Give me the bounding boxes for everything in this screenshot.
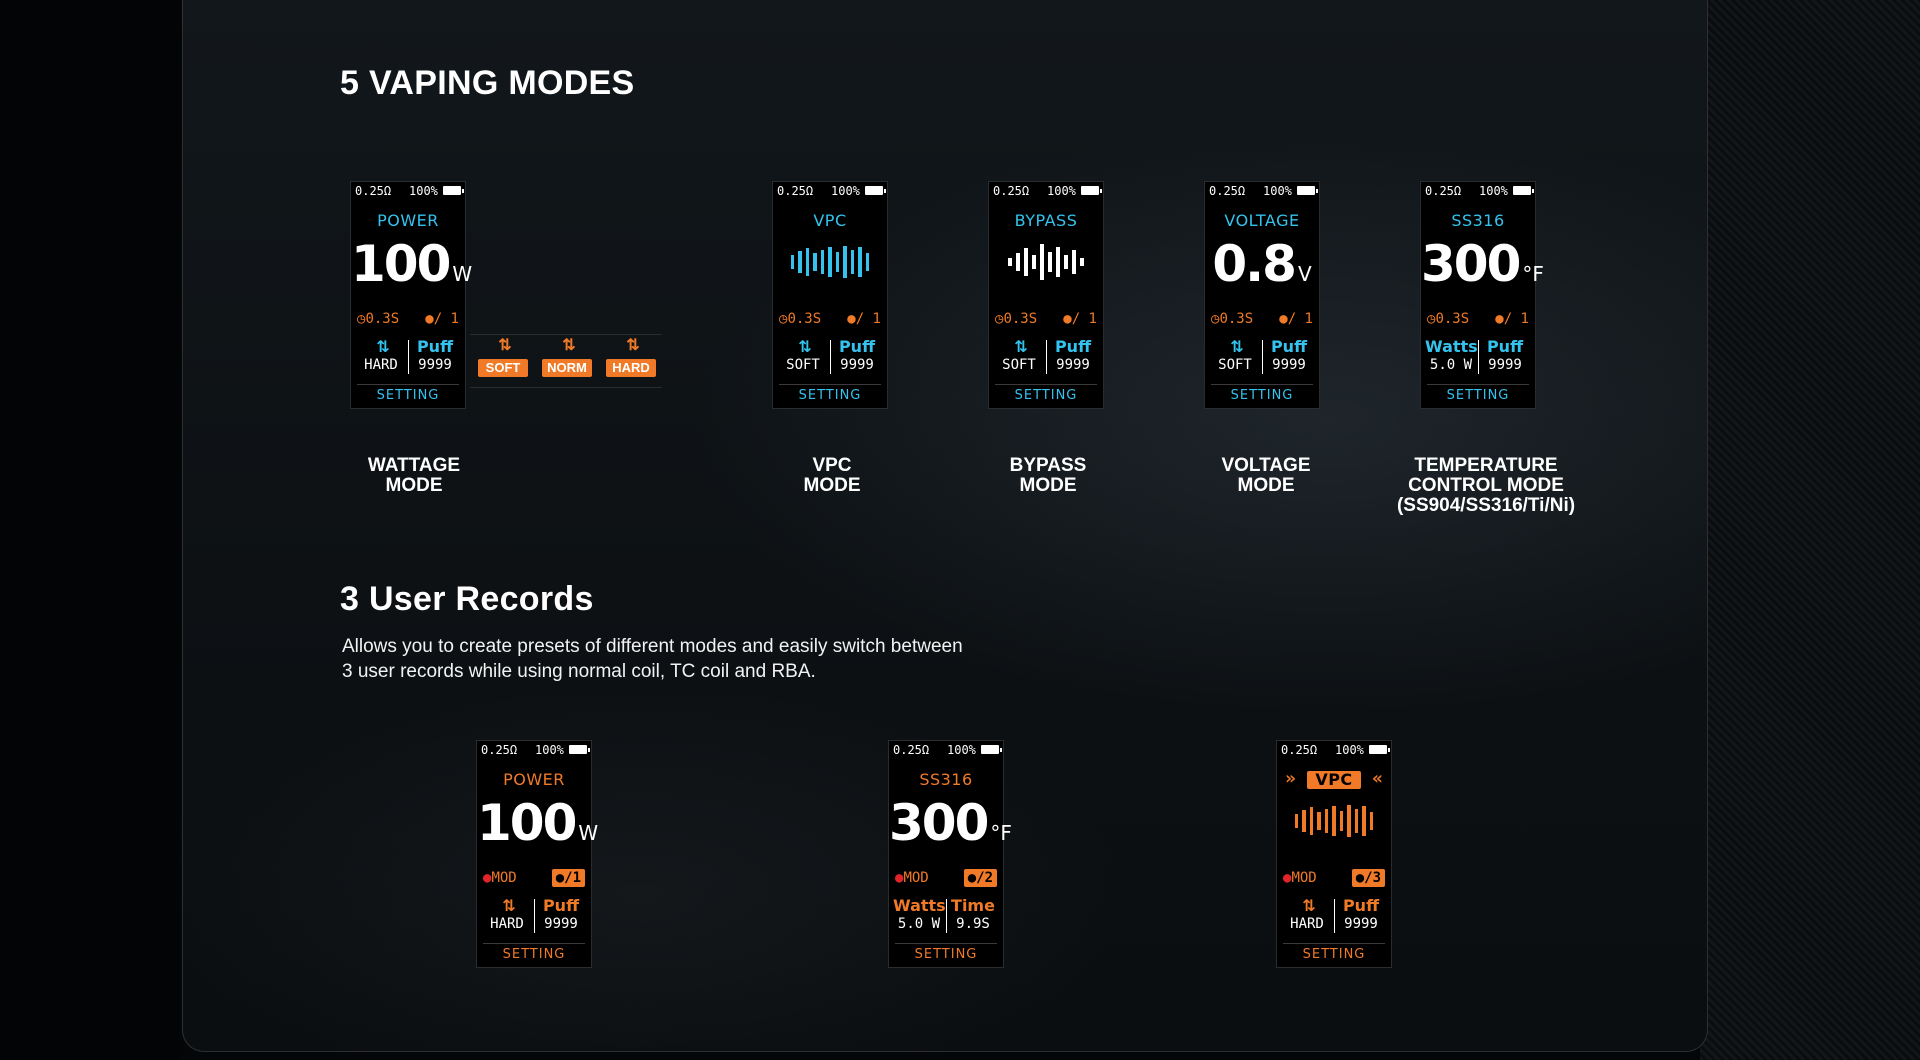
user-icon: ● [555, 870, 565, 886]
mode-name: SS316 [1451, 211, 1505, 230]
strength-norm: ⇅ NORM [542, 335, 592, 377]
arrows-icon: ⇅ [798, 337, 811, 356]
battery-icon [1369, 745, 1390, 754]
records-description: Allows you to create presets of differen… [342, 636, 963, 682]
clock-icon: ◷ [995, 311, 1004, 327]
bottom-info: ⇅ HARD Puff 9999 [355, 338, 461, 376]
battery-icon [1513, 186, 1534, 195]
drop-icon: ● [895, 870, 904, 886]
strength-soft: ⇅ SOFT [478, 335, 528, 377]
mode-name: VPC [813, 211, 847, 230]
battery-icon [1297, 186, 1318, 195]
user-icon: ● [425, 311, 434, 327]
user-icon: ● [1355, 870, 1365, 886]
clock-icon: ◷ [357, 311, 366, 327]
clock-icon: ◷ [1211, 311, 1220, 327]
label-temperature-mode: TEMPERATURE CONTROL MODE (SS904/SS316/Ti/N… [1396, 455, 1576, 516]
vpc-curve-graphic [791, 244, 869, 280]
bypass-wave-graphic [1007, 244, 1085, 280]
mode-name: POWER [503, 770, 565, 789]
screen-wattage-mode: 0.25Ω 100% POWER 100 W ◷0.3S ●/ 1 ⇅ HARD P… [350, 181, 473, 409]
screen-vpc-mode: 0.25Ω 100% VPC ◷0.3S ●/ 1 ⇅ SOFT Puff 9999… [772, 181, 888, 409]
mode-name: VPC [1307, 771, 1361, 789]
arrows-icon: ⇅ [376, 337, 389, 356]
resistance-readout: 0.25Ω [355, 184, 392, 198]
screen-bypass-mode: 0.25Ω 100% BYPASS ◷0.3S ●/ 1 ⇅ SOFT Puff 9… [988, 181, 1104, 409]
label-wattage-mode: WATTAGE MODE [367, 455, 461, 496]
screen-temperature-mode: 0.25Ω 100% SS316 300 °F ◷0.3S ●/ 1 Watts 5… [1420, 181, 1544, 409]
screen-user-record-2: 0.25Ω 100% SS316 300 °F ●MOD ●/2 Watts 5.0… [888, 740, 1012, 968]
chevron-right-icon: » [1285, 768, 1296, 789]
info-row: ◷0.3S ●/ 1 [355, 310, 461, 328]
user-icon: ● [1063, 311, 1072, 327]
section-title-modes: 5 VAPING MODES [340, 64, 635, 102]
timer-readout: ◷0.3S [357, 311, 400, 327]
drop-icon: ● [1283, 870, 1292, 886]
battery-percent: 100% [409, 184, 438, 198]
strength-hard: ⇅ HARD [606, 335, 656, 377]
user-icon: ● [967, 870, 977, 886]
label-bypass-mode: BYPASS MODE [1009, 455, 1087, 496]
page-backdrop [0, 0, 180, 1060]
label-voltage-mode: VOLTAGE MODE [1221, 455, 1311, 496]
status-bar: 0.25Ω 100% [355, 184, 464, 198]
mode-name: VOLTAGE [1224, 211, 1300, 230]
label-vpc-mode: VPC MODE [803, 455, 861, 496]
strength-options: ⇅ SOFT ⇅ NORM ⇅ HARD [470, 334, 662, 388]
battery-icon [981, 745, 1002, 754]
arrows-icon: ⇅ [1014, 337, 1027, 356]
screen-user-record-1: 0.25Ω 100% POWER 100 W ●MOD ●/1 ⇅ HARD Puf… [476, 740, 598, 968]
mode-name: POWER [377, 211, 439, 230]
battery-icon [443, 186, 464, 195]
setting-label: SETTING [357, 384, 459, 407]
mode-name: BYPASS [1014, 211, 1078, 230]
section-title-records: 3 User Records [340, 580, 594, 618]
carbon-fiber-backdrop [1700, 0, 1920, 1060]
main-value: 100 W [351, 235, 473, 293]
arrows-icon: ⇅ [1230, 337, 1243, 356]
clock-icon: ◷ [779, 311, 788, 327]
battery-icon [569, 745, 590, 754]
chevron-left-icon: « [1372, 768, 1383, 789]
mode-name: SS316 [919, 770, 973, 789]
clock-icon: ◷ [1427, 311, 1436, 327]
vpc-curve-graphic [1295, 803, 1373, 839]
battery-icon [865, 186, 886, 195]
drop-icon: ● [483, 870, 492, 886]
screen-user-record-3: 0.25Ω 100% » VPC « ●MOD ●/3 ⇅ HARD Puff 99… [1276, 740, 1392, 968]
arrows-icon: ⇅ [502, 896, 515, 915]
user-icon: ● [847, 311, 856, 327]
battery-icon [1081, 186, 1102, 195]
user-icon: ● [1495, 311, 1504, 327]
screen-voltage-mode: 0.25Ω 100% VOLTAGE 0.8 V ◷0.3S ●/ 1 ⇅ SOFT… [1204, 181, 1320, 409]
arrows-icon: ⇅ [1302, 896, 1315, 915]
user-readout: ●/ 1 [425, 311, 459, 327]
user-icon: ● [1279, 311, 1288, 327]
